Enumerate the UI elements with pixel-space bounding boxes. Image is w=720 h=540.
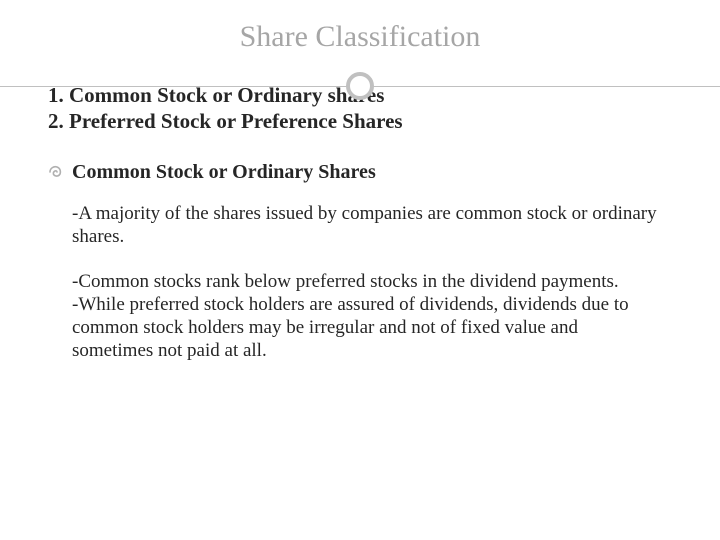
subheading-row: Common Stock or Ordinary Shares bbox=[48, 161, 672, 184]
paragraph-gap bbox=[48, 248, 672, 270]
content-area: 1. Common Stock or Ordinary shares 2. Pr… bbox=[40, 82, 680, 363]
paragraph-2: -Common stocks rank below preferred stoc… bbox=[72, 270, 662, 293]
bullet-swirl-icon bbox=[48, 164, 64, 180]
divider-circle-icon bbox=[346, 72, 374, 100]
slide-container: Share Classification 1. Common Stock or … bbox=[0, 0, 720, 540]
header-item-2: 2. Preferred Stock or Preference Shares bbox=[48, 108, 672, 134]
paragraph-3: -While preferred stock holders are assur… bbox=[72, 293, 662, 363]
title-divider bbox=[40, 72, 680, 102]
paragraph-1: -A majority of the shares issued by comp… bbox=[72, 202, 662, 248]
subheading-text: Common Stock or Ordinary Shares bbox=[72, 161, 376, 184]
slide-title: Share Classification bbox=[40, 20, 680, 54]
